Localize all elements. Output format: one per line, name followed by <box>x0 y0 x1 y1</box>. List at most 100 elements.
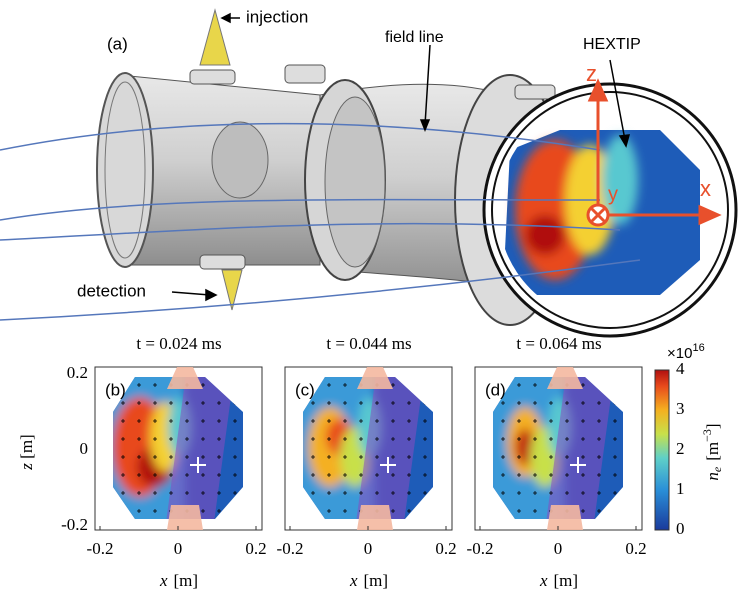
probe-shadow <box>355 377 425 519</box>
probe-marker <box>217 491 221 495</box>
device <box>0 8 738 338</box>
probe-marker <box>597 455 601 459</box>
probe-marker <box>501 455 505 459</box>
probe-marker <box>201 491 205 495</box>
y-tick-label: -0.2 <box>61 515 88 534</box>
lower-panels: (b) t = 0.024 ms -0.2 0 0.2 x [m] (c) t = 0.044 … <box>61 334 685 590</box>
probe-marker <box>391 419 395 423</box>
probe-marker <box>121 401 125 405</box>
probe-marker <box>233 455 237 459</box>
probe-marker <box>343 491 347 495</box>
probe-marker <box>327 401 331 405</box>
probe-marker <box>327 437 331 441</box>
probe-marker <box>359 401 363 405</box>
x-tick-label: 0 <box>554 539 563 558</box>
probe-marker <box>121 473 125 477</box>
probe-marker <box>533 473 537 477</box>
axis-label: z <box>586 61 597 86</box>
probe-marker <box>185 473 189 477</box>
x-tick-label: 0 <box>174 539 183 558</box>
probe-marker <box>391 491 395 495</box>
probe-marker <box>549 491 553 495</box>
probe-marker <box>169 491 173 495</box>
probe-marker <box>375 437 379 441</box>
probe-marker <box>565 401 569 405</box>
x-tick-label: 0.2 <box>435 539 456 558</box>
probe-marker <box>517 383 521 387</box>
probe-marker <box>217 509 221 513</box>
probe-marker <box>359 419 363 423</box>
colorbar-tick-label: 3 <box>676 399 685 418</box>
probe-marker <box>581 509 585 513</box>
heatmap-blob <box>515 429 535 465</box>
probe-marker <box>407 419 411 423</box>
probe-marker <box>581 473 585 477</box>
probe-marker <box>311 437 315 441</box>
probe-marker <box>201 509 205 513</box>
probe-marker <box>359 455 363 459</box>
probe-marker <box>407 401 411 405</box>
probe-marker <box>137 401 141 405</box>
annotation: field line <box>385 29 444 46</box>
colorbar-label: ne [m−3] <box>700 423 724 480</box>
probe-marker <box>137 509 141 513</box>
probe-marker <box>501 491 505 495</box>
probe-marker <box>533 419 537 423</box>
probe-marker <box>501 419 505 423</box>
probe-marker <box>311 401 315 405</box>
probe-marker <box>375 491 379 495</box>
probe-marker <box>137 383 141 387</box>
heatmap <box>113 377 243 519</box>
probe-marker <box>517 455 521 459</box>
probe-marker <box>343 419 347 423</box>
probe-marker <box>565 437 569 441</box>
x-axis-unit: [m] <box>174 571 199 590</box>
probe-marker <box>359 491 363 495</box>
probe-marker <box>201 473 205 477</box>
probe-marker <box>565 455 569 459</box>
origin-cross <box>570 457 586 473</box>
probe-marker <box>185 491 189 495</box>
probe-marker <box>327 473 331 477</box>
probe-marker <box>217 455 221 459</box>
colorbar-tick-label: 1 <box>676 479 685 498</box>
heatmap <box>303 377 433 519</box>
probe-marker <box>549 473 553 477</box>
beam-arrow <box>357 367 393 530</box>
probe-marker <box>407 437 411 441</box>
beam-arrow <box>547 367 583 530</box>
x-tick-label: 0.2 <box>245 539 266 558</box>
probe-marker <box>597 419 601 423</box>
probe-marker <box>201 419 205 423</box>
label-symbol: n <box>703 472 722 481</box>
probe-marker <box>597 491 601 495</box>
panel-label: (b) <box>105 380 126 399</box>
probe-marker <box>185 419 189 423</box>
panel-title: t = 0.024 ms <box>136 334 221 353</box>
probe-marker <box>311 419 315 423</box>
annotation: detection <box>77 281 146 300</box>
multiplier-exponent: 16 <box>692 342 704 354</box>
probe-marker <box>581 455 585 459</box>
heatmap-blobs <box>303 377 382 519</box>
probe-marker <box>185 401 189 405</box>
probe-marker <box>121 419 125 423</box>
probe-marker <box>613 437 617 441</box>
colorbar-tick-label: 0 <box>676 519 685 538</box>
panel-title: t = 0.044 ms <box>326 334 411 353</box>
probe-marker <box>121 437 125 441</box>
probe-marker <box>311 473 315 477</box>
x-axis-symbol: x <box>159 571 168 590</box>
probe-marker <box>201 401 205 405</box>
probe-marker <box>613 419 617 423</box>
probe-marker <box>137 473 141 477</box>
probe-marker <box>581 491 585 495</box>
probe-marker <box>597 437 601 441</box>
probe-marker <box>185 437 189 441</box>
probe-marker <box>233 419 237 423</box>
probe-marker <box>185 455 189 459</box>
probe-marker <box>423 473 427 477</box>
probe-marker <box>327 509 331 513</box>
probe-marker <box>517 491 521 495</box>
